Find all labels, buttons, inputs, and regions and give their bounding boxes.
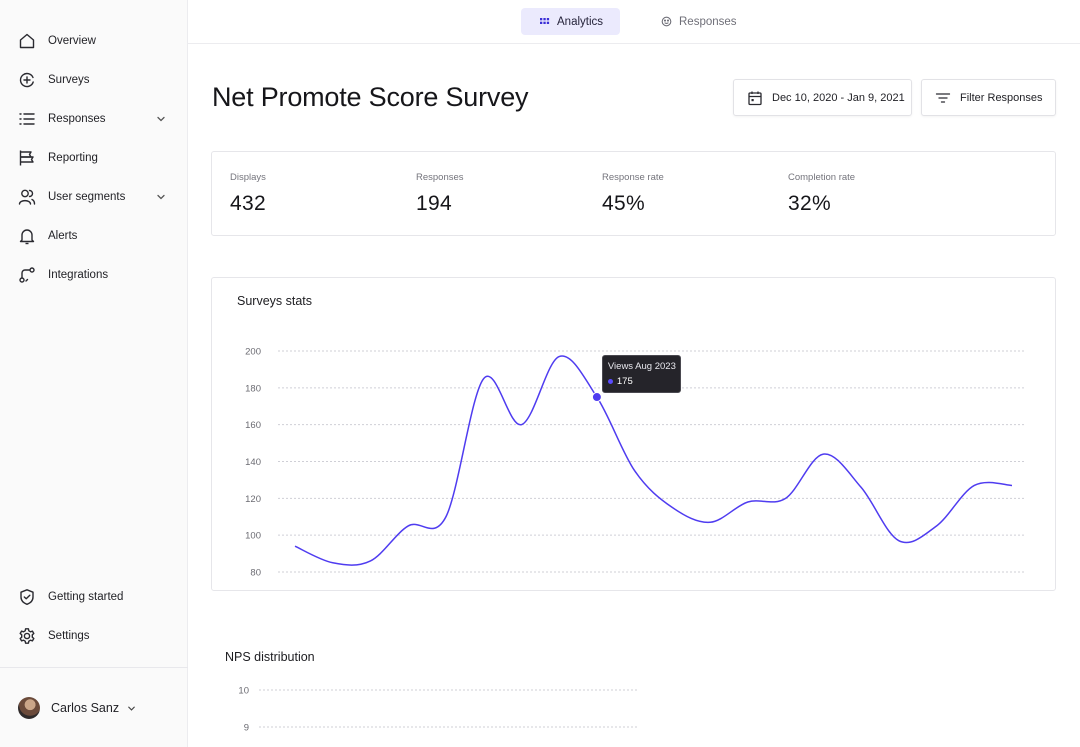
- gear-icon: [18, 627, 36, 645]
- y-tick-label: 140: [245, 457, 261, 468]
- highlight-point: [591, 392, 602, 403]
- surveys-stats-card: Surveys stats 200 180 160 140 120 100 80 Views…: [211, 277, 1056, 591]
- stat-value: 194: [416, 192, 452, 215]
- tab-analytics[interactable]: Analytics: [521, 8, 620, 35]
- home-icon: [18, 32, 36, 50]
- date-range-label: Dec 10, 2020 - Jan 9, 2021: [772, 91, 905, 104]
- sidebar-item-label: Getting started: [48, 591, 124, 603]
- stat-response-rate: Response rate 45%: [602, 172, 664, 216]
- sidebar-item-settings[interactable]: Settings: [0, 621, 188, 651]
- stat-label: Displays: [230, 172, 266, 183]
- filter-responses-button[interactable]: Filter Responses: [921, 79, 1056, 116]
- sidebar-item-responses[interactable]: Responses: [0, 104, 188, 134]
- sidebar-item-label: Responses: [48, 113, 106, 125]
- top-tab-bar: Analytics Responses: [188, 0, 1080, 44]
- y-tick-label: 10: [238, 686, 249, 697]
- tooltip-value-row: 175: [607, 376, 675, 388]
- grid-icon: [539, 16, 550, 27]
- smile-icon: [661, 16, 672, 27]
- sidebar-item-label: Integrations: [48, 269, 109, 281]
- chevron-down-icon[interactable]: [155, 113, 167, 125]
- tab-label: Analytics: [557, 15, 604, 28]
- chevron-down-icon[interactable]: [126, 703, 137, 714]
- calendar-icon: [747, 90, 763, 106]
- shield-check-icon: [18, 588, 36, 606]
- surveys-line-chart: 200 180 160 140 120 100 80: [245, 347, 1026, 579]
- y-tick-label: 80: [250, 568, 261, 579]
- y-tick-label: 180: [245, 383, 261, 394]
- page-title: Net Promote Score Survey: [212, 82, 529, 112]
- stat-label: Responses: [416, 172, 464, 183]
- tooltip-value: 175: [616, 376, 633, 388]
- stat-completion-rate: Completion rate 32%: [788, 172, 855, 216]
- stat-label: Completion rate: [788, 172, 856, 183]
- user-menu[interactable]: Carlos Sanz: [18, 695, 137, 721]
- sidebar: Overview Surveys Responses Reporting Use…: [0, 0, 188, 747]
- nps-title: NPS distribution: [225, 650, 315, 664]
- date-range-button[interactable]: Dec 10, 2020 - Jan 9, 2021: [733, 79, 912, 116]
- sidebar-item-label: User segments: [48, 191, 126, 203]
- series-dot: [607, 379, 613, 385]
- stat-value: 432: [230, 192, 266, 215]
- stat-responses: Responses 194: [416, 172, 464, 216]
- sidebar-item-label: Reporting: [48, 152, 98, 164]
- sidebar-item-label: Overview: [48, 35, 96, 47]
- stat-value: 45%: [602, 192, 645, 215]
- tab-label: Responses: [679, 15, 737, 28]
- sidebar-item-label: Alerts: [48, 230, 78, 242]
- y-tick-label: 160: [245, 420, 261, 431]
- sidebar-item-user-segments[interactable]: User segments: [0, 182, 188, 212]
- chart-tooltip: Views Aug 2023 175: [601, 355, 681, 394]
- nps-distribution-chart: 10 9: [238, 686, 639, 734]
- series-line: [294, 355, 1013, 566]
- sidebar-divider: [0, 667, 188, 668]
- tab-responses[interactable]: Responses: [652, 8, 748, 35]
- y-tick-label: 120: [245, 494, 261, 505]
- integrations-icon: [18, 266, 36, 284]
- add-circle-icon: [18, 71, 36, 89]
- tooltip-title: Views Aug 2023: [607, 361, 676, 373]
- stat-value: 32%: [788, 192, 831, 215]
- user-name: Carlos Sanz: [51, 701, 120, 715]
- y-tick-label: 200: [245, 347, 261, 358]
- stat-label: Response rate: [602, 172, 664, 183]
- filter-icon: [935, 90, 951, 106]
- sidebar-item-reporting[interactable]: Reporting: [0, 143, 188, 173]
- report-icon: [18, 149, 36, 167]
- stats-card: Displays 432 Responses 194 Response rate…: [211, 151, 1056, 236]
- list-icon: [18, 110, 36, 128]
- sidebar-item-getting-started[interactable]: Getting started: [0, 582, 188, 612]
- sidebar-item-label: Settings: [48, 630, 90, 642]
- chart-title: Surveys stats: [237, 294, 313, 308]
- avatar: [18, 697, 40, 719]
- bell-icon: [18, 227, 36, 245]
- filter-label: Filter Responses: [960, 91, 1043, 104]
- sidebar-item-surveys[interactable]: Surveys: [0, 65, 188, 95]
- users-icon: [18, 188, 36, 206]
- y-tick-label: 100: [245, 531, 261, 542]
- chevron-down-icon[interactable]: [155, 191, 167, 203]
- stat-displays: Displays 432: [230, 172, 266, 216]
- sidebar-item-alerts[interactable]: Alerts: [0, 221, 188, 251]
- sidebar-item-overview[interactable]: Overview: [0, 26, 188, 56]
- y-tick-label: 9: [244, 723, 249, 734]
- sidebar-item-label: Surveys: [48, 74, 90, 86]
- sidebar-item-integrations[interactable]: Integrations: [0, 260, 188, 290]
